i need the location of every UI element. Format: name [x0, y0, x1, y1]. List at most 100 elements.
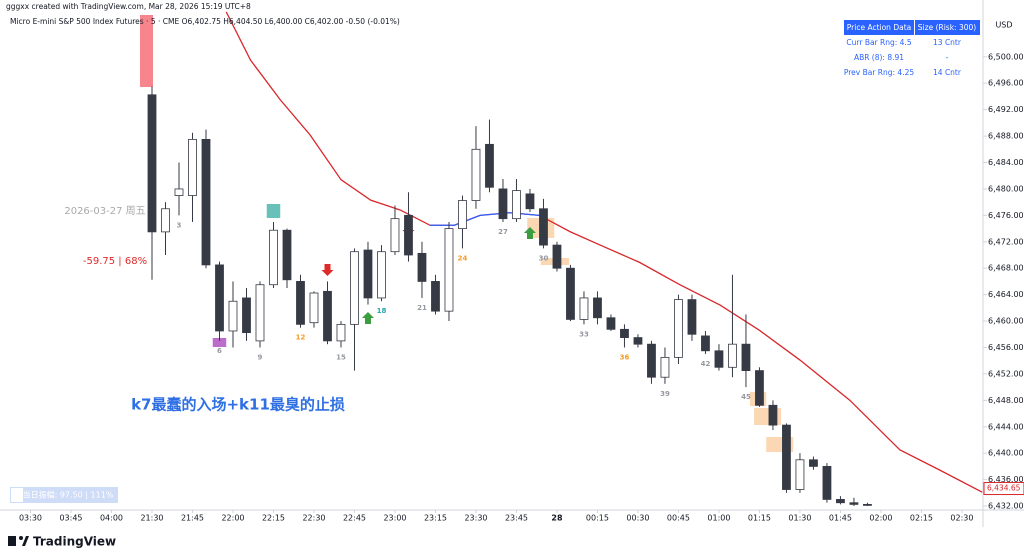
y-tick-label: 6,452.00: [988, 369, 1024, 378]
table-header-cell: [844, 20, 914, 35]
candle-body: [309, 292, 319, 324]
candle-body: [242, 297, 251, 334]
candle-body: [809, 459, 818, 467]
x-tick-label: 23:15: [424, 514, 447, 523]
x-tick-label: 22:00: [221, 514, 244, 523]
candle-body: [269, 229, 278, 286]
table-cell: 13 Cntr: [933, 38, 962, 47]
candle-body: [255, 284, 265, 342]
x-tick-label: 28: [551, 514, 563, 523]
y-tick-label: 6,484.00: [988, 158, 1024, 167]
candle-body: [161, 208, 170, 233]
bar-count: 18: [377, 307, 387, 315]
bar-count: 27: [498, 228, 508, 236]
candle-body: [201, 138, 211, 266]
candle-body: [647, 343, 656, 378]
bar-count: 24: [458, 254, 468, 262]
highlight: [212, 338, 227, 347]
candle-body: [390, 218, 400, 253]
x-tick-label: 01:00: [707, 514, 730, 523]
candle-body: [566, 267, 575, 320]
y-tick-label: 6,444.00: [988, 422, 1024, 431]
candle-body: [215, 264, 224, 332]
table-cell: Curr Bar Rng: 4.5: [846, 38, 911, 47]
highlight: [140, 15, 153, 87]
candle-body: [606, 317, 616, 330]
candle-body: [620, 328, 629, 338]
candle-body: [296, 281, 305, 325]
last-price-tag: [983, 482, 1024, 496]
credit: gggxx created with TradingView.com, Mar …: [6, 2, 251, 11]
x-tick-label: 00:45: [667, 514, 690, 523]
candle-body: [795, 459, 805, 490]
candle-body: [512, 190, 521, 220]
candle-body: [728, 343, 737, 368]
candle-body: [660, 356, 670, 378]
candle-body: [282, 229, 292, 281]
x-tick-label: 23:30: [464, 514, 487, 523]
candle-body: [377, 251, 386, 299]
y-tick-label: 6,472.00: [988, 237, 1024, 246]
x-tick-label: 00:30: [626, 514, 649, 523]
candle-body: [498, 188, 508, 220]
bar-count: 6: [217, 347, 222, 355]
candle-body: [836, 499, 845, 504]
bar-count: 15: [336, 353, 346, 361]
bar-count: 21: [417, 304, 427, 312]
logo: TradingView: [8, 535, 116, 549]
table-cell: -: [946, 53, 949, 62]
candle-body: [849, 502, 859, 505]
bar-count: 45: [741, 393, 751, 401]
table-cell: 14 Cntr: [933, 68, 962, 77]
y-tick-label: 6,468.00: [988, 264, 1024, 273]
table-cell: Prev Bar Rng: 4.25: [844, 68, 915, 77]
candle-body: [350, 251, 359, 325]
y-tick-label: 6,488.00: [988, 132, 1024, 141]
candle-body: [633, 337, 643, 345]
y-tick-label: 6,480.00: [988, 184, 1024, 193]
candle-body: [755, 370, 764, 406]
x-tick-label: 02:00: [869, 514, 892, 523]
candle-body: [552, 244, 562, 269]
x-tick-label: 23:45: [505, 514, 528, 523]
y-tick-label: 6,456.00: [988, 343, 1024, 352]
x-tick-label: 23:00: [383, 514, 406, 523]
x-tick-label: 01:30: [788, 514, 811, 523]
x-tick-label: 03:45: [59, 514, 82, 523]
y-tick-label: 6,440.00: [988, 449, 1024, 458]
y-tick-label: 6,436.00: [988, 475, 1024, 484]
candle-body: [674, 299, 683, 358]
x-tick-label: 02:30: [950, 514, 973, 523]
comment: k7最蠢的入场+k11最臭的止损: [131, 396, 345, 414]
bar-count: 33: [579, 330, 589, 338]
bar-count: 42: [701, 360, 711, 368]
candle-body: [228, 300, 238, 332]
bar-count: 30: [539, 254, 549, 262]
logo-mark: [19, 536, 23, 540]
move-label: -59.75 | 68%: [83, 256, 147, 267]
signal-arrow: [361, 312, 374, 324]
bar-count: 12: [296, 334, 306, 342]
candle-body: [458, 200, 467, 229]
candle-body: [768, 404, 778, 426]
x-tick-label: 00:15: [586, 514, 609, 523]
candle-body: [539, 208, 548, 246]
range-box-swatch: [11, 488, 23, 502]
y-tick-label: 6,492.00: [988, 105, 1024, 114]
candle-body: [363, 249, 373, 299]
bar-count: 36: [620, 353, 630, 361]
symbol-info: Micro E-mini S&P 500 Index Futures · 5 ·…: [10, 17, 400, 26]
y-tick-label: 6,500.00: [988, 52, 1024, 61]
x-tick-label: 01:45: [829, 514, 852, 523]
table-header: Price Action Data: [847, 23, 911, 32]
currency: USD: [995, 21, 1012, 30]
signal-arrow: [321, 264, 334, 276]
y-tick-label: 6,476.00: [988, 211, 1024, 220]
candle-body: [687, 299, 697, 335]
candle-body: [485, 143, 494, 188]
candle-body: [471, 148, 481, 201]
candle-body: [525, 193, 535, 210]
